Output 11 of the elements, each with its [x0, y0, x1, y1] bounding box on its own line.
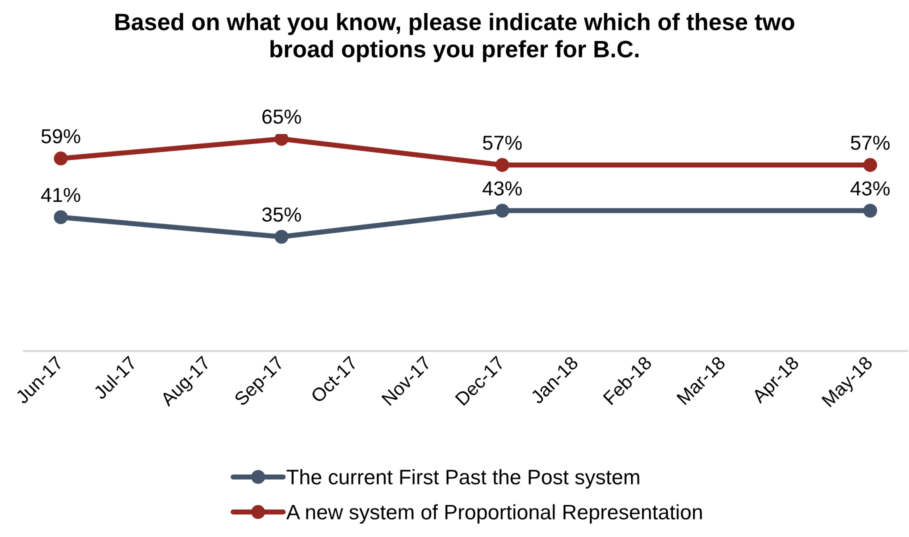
data-label: 43%	[482, 181, 522, 196]
chart-title: Based on what you know, please indicate which of these two broad options you prefer for B.C.	[115, 13, 794, 62]
data-label: 41%	[41, 188, 80, 202]
data-label: 57%	[850, 136, 890, 150]
legend-label: The current First Past the Post system	[286, 469, 640, 489]
data-label: 35%	[262, 207, 301, 222]
data-label: 57%	[482, 136, 522, 150]
legend-label: A new system of Proportional Representation	[286, 504, 702, 524]
data-label: 43%	[850, 181, 890, 196]
data-label: 59%	[41, 129, 80, 144]
data-label: 65%	[262, 110, 301, 124]
